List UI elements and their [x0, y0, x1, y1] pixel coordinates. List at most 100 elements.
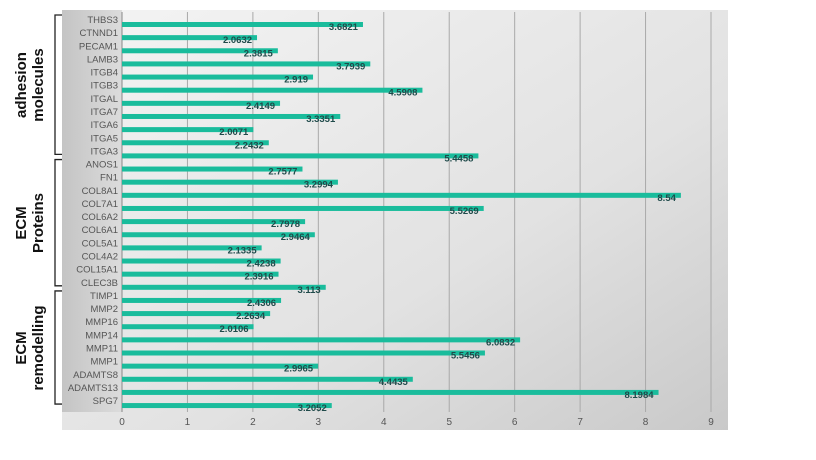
category-label: COL4A2 — [82, 252, 118, 263]
data-label: 2.4306 — [247, 298, 276, 309]
category-label: MMP14 — [85, 330, 118, 341]
data-label: 2.0071 — [219, 127, 249, 138]
category-label: PECAM1 — [79, 41, 118, 52]
x-tick-label: 1 — [185, 417, 191, 428]
bar — [122, 87, 423, 93]
category-label: ITGA3 — [91, 146, 118, 157]
group-label: ECM remodelling — [13, 288, 47, 408]
data-label: 8.54 — [657, 193, 676, 204]
bar — [122, 35, 258, 41]
x-tick-label: 8 — [643, 417, 649, 428]
group-bracket — [54, 290, 62, 405]
bar — [122, 140, 269, 146]
data-label: 2.4149 — [246, 101, 275, 112]
x-tick-label: 2 — [250, 417, 256, 428]
bar — [122, 324, 254, 330]
category-label: ITGAL — [91, 94, 118, 105]
group-label-line: ECM — [13, 205, 30, 240]
bar — [122, 22, 363, 27]
bar — [122, 179, 338, 185]
group-label-line: molecules — [30, 48, 47, 122]
category-label: TIMP1 — [90, 291, 118, 302]
category-label: COL7A1 — [82, 199, 118, 210]
data-label: 2.0632 — [223, 35, 252, 46]
category-label: ADAMTS13 — [68, 383, 118, 394]
bar — [122, 297, 282, 303]
category-label: COL6A1 — [82, 225, 118, 236]
category-label: COL5A1 — [82, 238, 118, 249]
category-label: MMP2 — [91, 304, 118, 315]
data-label: 2.7577 — [268, 167, 297, 178]
data-label: 3.3351 — [306, 114, 336, 125]
x-tick-label: 9 — [708, 417, 714, 428]
group-label-line: adhesion — [13, 51, 30, 118]
data-label: 2.3916 — [244, 272, 273, 283]
category-label: CLEC3B — [81, 278, 118, 289]
category-label: ADAMTS8 — [73, 370, 118, 381]
category-label: ITGB3 — [91, 81, 118, 92]
data-label: 2.3815 — [244, 48, 274, 59]
bar — [122, 337, 521, 343]
bar — [122, 113, 341, 119]
x-tick-label: 4 — [381, 417, 387, 428]
bar — [122, 284, 326, 290]
category-label: COL6A2 — [82, 212, 118, 223]
data-label: 6.0832 — [486, 337, 515, 348]
bar — [122, 376, 413, 382]
bar — [122, 205, 484, 211]
category-label: ITGA7 — [91, 107, 118, 118]
group-bracket — [54, 158, 62, 287]
category-label: ITGB4 — [91, 68, 118, 79]
category-label: COL8A1 — [82, 186, 118, 197]
data-label: 5.4458 — [444, 153, 473, 164]
bar — [122, 166, 303, 172]
data-label: 3.6821 — [329, 22, 359, 33]
bar — [122, 192, 681, 198]
bar — [122, 74, 314, 80]
data-label: 8.1984 — [624, 390, 654, 401]
x-tick-label: 0 — [119, 417, 125, 428]
group-label: ECM Proteins — [13, 163, 47, 283]
x-tick-label: 3 — [316, 417, 322, 428]
bar — [122, 403, 332, 409]
data-label: 2.4238 — [247, 259, 276, 270]
data-label: 3.113 — [297, 285, 320, 296]
category-label: ITGA6 — [91, 120, 118, 131]
data-label: 5.5269 — [450, 206, 479, 217]
data-label: 2.2432 — [235, 140, 264, 151]
category-label: MMP16 — [85, 317, 118, 328]
data-label: 3.2994 — [304, 180, 334, 191]
data-label: 2.2634 — [236, 311, 266, 322]
bar — [122, 219, 306, 225]
data-label: 3.2052 — [298, 403, 327, 414]
category-label: THBS3 — [87, 15, 118, 26]
bar — [122, 363, 319, 369]
data-label: 3.7939 — [336, 61, 365, 72]
category-label: CTNND1 — [79, 28, 118, 39]
data-label: 2.7978 — [271, 219, 300, 230]
bar — [122, 311, 271, 317]
data-label: 2.919 — [284, 75, 308, 86]
category-label: ITGA5 — [91, 133, 118, 144]
bar — [122, 48, 278, 54]
bar — [122, 61, 371, 67]
category-label: MMP11 — [86, 344, 118, 355]
category-label: SPG7 — [93, 396, 118, 407]
bar — [122, 245, 262, 251]
category-label-panel — [62, 10, 122, 412]
data-label: 2.9965 — [284, 364, 314, 375]
data-label: 2.9464 — [281, 232, 311, 243]
bar — [122, 153, 479, 159]
bar — [122, 350, 485, 356]
x-tick-label: 5 — [446, 417, 452, 428]
data-label: 5.5456 — [451, 351, 480, 362]
x-tick-label: 7 — [577, 417, 583, 428]
group-bracket — [54, 14, 62, 156]
bar — [122, 100, 281, 106]
data-label: 2.1335 — [228, 245, 258, 256]
category-label: LAMB3 — [87, 54, 118, 65]
data-label: 4.4435 — [379, 377, 409, 388]
group-label-line: ECM — [13, 330, 30, 365]
category-label: MMP1 — [91, 357, 118, 368]
category-label: COL15A1 — [76, 265, 118, 276]
